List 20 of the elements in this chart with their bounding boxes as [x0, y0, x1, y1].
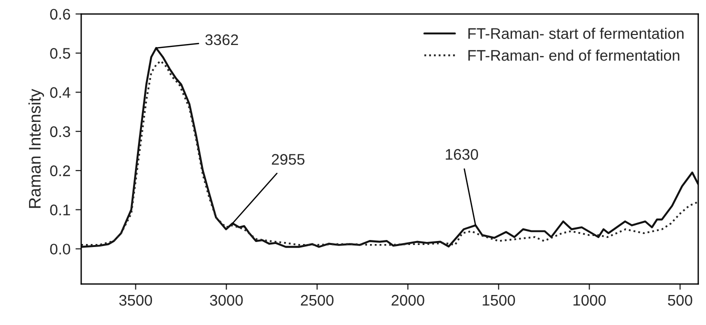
legend-label: FT-Raman- end of fermentation	[468, 50, 680, 61]
y-axis-title: Raman Intensity	[28, 88, 44, 208]
x-tick-label: 3500	[119, 294, 152, 306]
x-tick-label: 500	[668, 294, 692, 306]
annotation: 1630	[446, 149, 478, 160]
annotation: 3362	[205, 34, 238, 46]
legend-label: FT-Raman- start of fermentation	[468, 28, 684, 39]
y-tick-label: 0.3	[50, 126, 70, 138]
x-tick-label: 3000	[210, 294, 243, 306]
y-tick-label: 0.2	[50, 165, 70, 176]
x-tick-label: 1500	[482, 294, 515, 306]
y-tick-label: 0.5	[50, 48, 70, 59]
y-tick-label: 0.1	[50, 204, 70, 216]
x-tick-label: 1000	[574, 294, 606, 306]
y-tick-label: 0.0	[50, 244, 70, 255]
x-tick-label: 2500	[300, 294, 334, 306]
y-tick-label: 0.6	[50, 8, 70, 20]
y-tick-label: 0.4	[50, 87, 70, 98]
x-tick-label: 2000	[392, 294, 424, 306]
annotation: 2955	[272, 154, 304, 165]
